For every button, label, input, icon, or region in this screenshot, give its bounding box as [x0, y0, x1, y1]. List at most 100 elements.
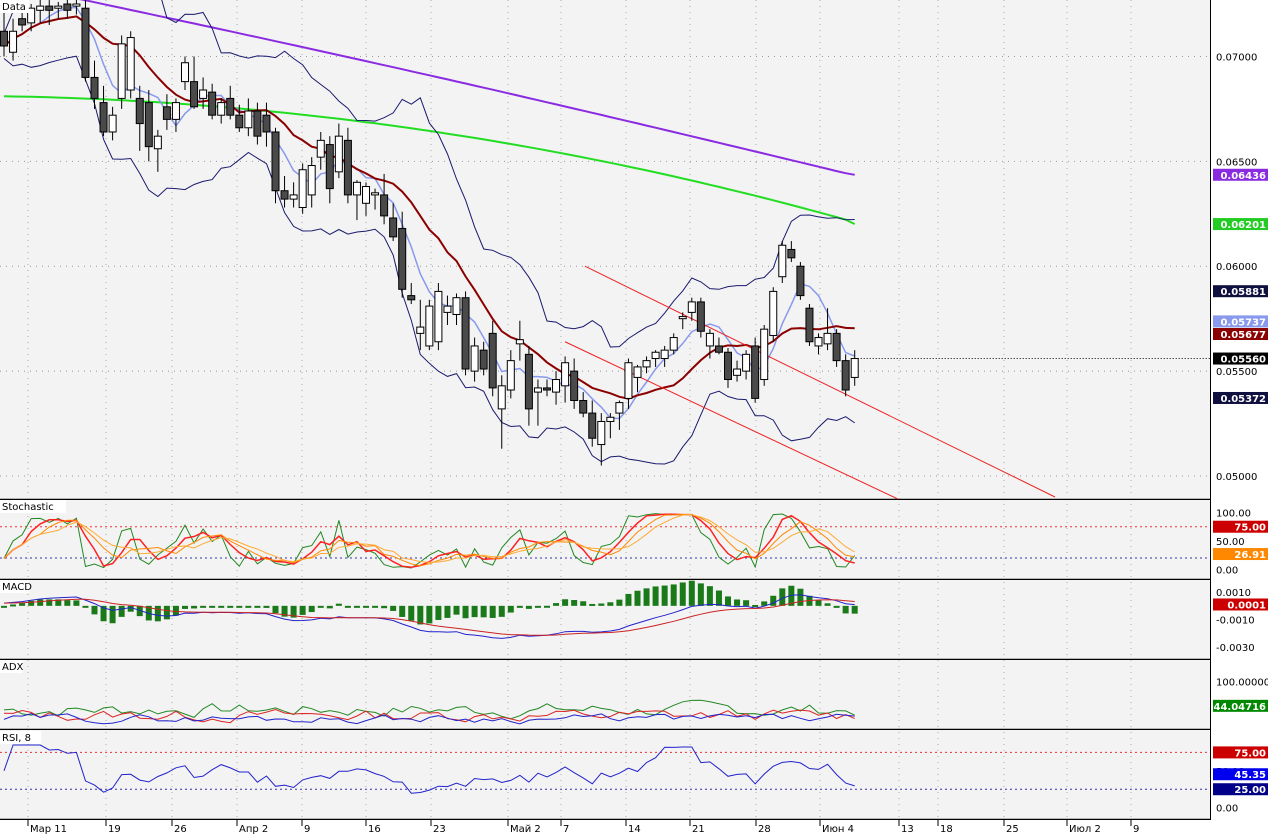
candle-body	[371, 192, 380, 196]
candle	[669, 333, 678, 355]
macd-bar	[263, 605, 270, 608]
macd-bar	[46, 599, 53, 606]
time-tick-label: 18	[940, 824, 953, 834]
price-panel-title-bg	[0, 0, 29, 13]
macd-bar	[426, 605, 433, 624]
time-tick-label: 16	[368, 824, 381, 834]
candle-body	[181, 62, 189, 83]
macd-bar	[498, 605, 505, 617]
candle-body	[642, 360, 651, 368]
macd-bar	[770, 595, 777, 606]
ma-green-series	[3, 95, 856, 225]
macd-bar	[317, 605, 324, 608]
candle-body	[380, 194, 389, 217]
candle-body	[63, 3, 72, 11]
candle	[72, 0, 81, 15]
candle-body	[398, 227, 407, 290]
candle-body	[452, 297, 461, 315]
trend-channel-lower	[564, 341, 899, 500]
candle	[398, 211, 407, 298]
candle-body	[316, 139, 325, 158]
candle-body	[570, 370, 579, 401]
candle	[461, 291, 470, 376]
candle	[660, 345, 669, 367]
candle-body	[479, 349, 488, 370]
candle-body	[488, 332, 497, 389]
macd-bar	[697, 583, 704, 606]
macd-bar	[73, 600, 80, 606]
macd-bar	[743, 600, 750, 606]
macd-bar	[634, 590, 641, 606]
rsi-series	[3, 744, 855, 794]
macd-panel-title: MACD	[2, 582, 32, 593]
candle-body	[117, 43, 126, 99]
candle-body	[742, 353, 751, 372]
adx-badge: 44.04716	[1213, 699, 1268, 713]
panel-stoch-bg	[0, 500, 1210, 579]
adx-series	[3, 708, 855, 724]
time-tick-label: 9	[304, 824, 310, 834]
candle	[787, 241, 796, 263]
candle	[796, 262, 805, 300]
candle-body	[389, 217, 398, 238]
stochastic-panel-title-bg	[0, 500, 66, 513]
candle	[470, 337, 479, 382]
candle-body	[624, 362, 633, 399]
macd-bar	[118, 605, 125, 617]
time-tick-label: Апр 2	[239, 824, 268, 834]
price-tick-label: 0.06000	[1216, 262, 1257, 273]
ma-purple-series	[79, 0, 855, 176]
candle-body	[769, 290, 778, 336]
macd-bar	[489, 605, 496, 618]
macd-bar	[172, 605, 179, 616]
candle	[733, 360, 742, 382]
macd-panel-title-bg	[0, 580, 29, 593]
macd-bar	[136, 605, 143, 617]
candle	[742, 350, 751, 380]
ma-fast-series	[3, 6, 855, 420]
rsi-panel-title: RSI, 8	[2, 733, 31, 744]
stoch-tick-label: 0.00	[1216, 565, 1238, 576]
candle-body	[787, 248, 796, 259]
macd-bar	[191, 605, 198, 609]
candle	[343, 127, 352, 204]
candle	[515, 320, 524, 361]
candle	[714, 337, 723, 355]
macd-bar	[200, 605, 207, 608]
price-badge-label: 0.05737	[1220, 317, 1266, 328]
candle	[280, 176, 289, 208]
price-badge-label: 0.05881	[1220, 287, 1266, 298]
macd-bar	[525, 605, 532, 609]
macd-bar	[281, 605, 288, 617]
stoch-series	[3, 513, 856, 569]
candle	[27, 4, 36, 32]
candle-body	[724, 351, 732, 381]
macd-bar	[688, 580, 695, 606]
candle	[687, 297, 696, 321]
candle-body	[362, 186, 370, 204]
candle	[380, 173, 389, 225]
price-badge: 0.06436	[1213, 168, 1268, 182]
candle	[751, 337, 760, 403]
candle	[162, 94, 171, 130]
macd-bar	[290, 605, 297, 618]
macd-bar	[408, 605, 415, 621]
candle	[362, 182, 370, 216]
macd-tick-label: -0.0030	[1216, 643, 1255, 654]
candle-body	[552, 379, 561, 393]
price-badge: 0.05560	[1213, 352, 1268, 366]
candle-body	[18, 18, 27, 26]
candle	[615, 400, 624, 430]
candle-body	[633, 366, 642, 378]
stoch-tick-label: 50.00	[1216, 537, 1245, 548]
macd-bar	[236, 605, 243, 608]
macd-bar	[182, 605, 188, 609]
candle	[307, 157, 316, 208]
candle-body	[108, 114, 117, 133]
price-badge: 0.05881	[1213, 285, 1268, 298]
rsi-panel-title-bg	[0, 731, 42, 744]
macd-bar	[308, 605, 315, 613]
macd-lines	[3, 594, 855, 639]
macd-bar	[643, 588, 650, 606]
